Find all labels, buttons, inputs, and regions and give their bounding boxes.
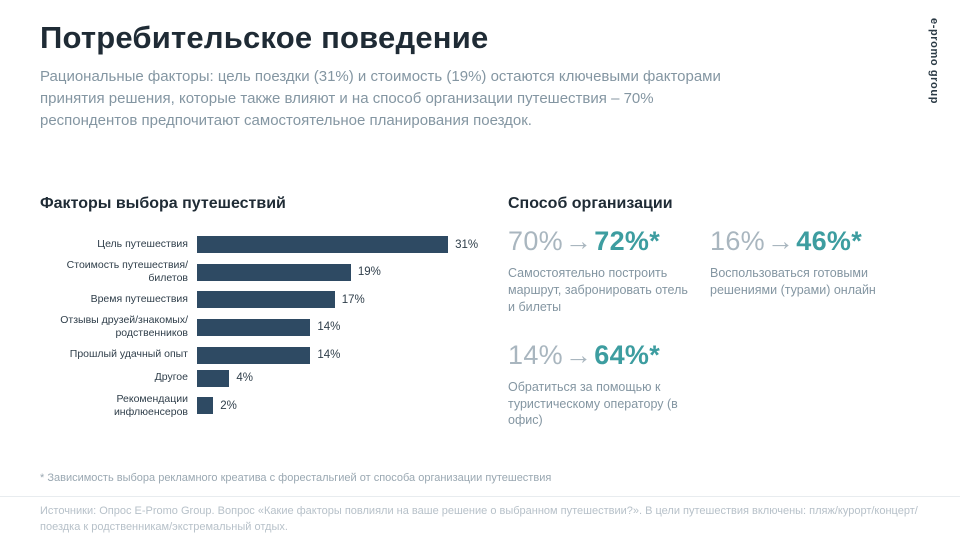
bar-value-label: 2% (220, 399, 237, 412)
page-title: Потребительское поведение (40, 20, 489, 55)
brand-vertical-label: e-promo group (928, 18, 940, 105)
bar (197, 236, 449, 253)
stat-from-value: 70% (508, 226, 563, 256)
stat-block: 70%→72%* Самостоятельно построить маршрут… (508, 226, 710, 316)
bar-value-label: 14% (317, 321, 341, 334)
arrow-right-icon: → (766, 226, 795, 256)
bar (197, 318, 311, 336)
bar-value-label: 14% (317, 349, 341, 361)
stat-block: 16%→46%* Воспользоваться готовыми решения… (710, 226, 938, 316)
stat-from-value: 14% (508, 339, 563, 370)
arrow-right-icon: → (564, 339, 593, 370)
bar-category-label: Отзывы друзей/знакомых/родственников (60, 314, 188, 340)
chart-title: Факторы выбора путешествий (40, 195, 286, 212)
stat-block: 14%→64%* Обратиться за помощью к туристич… (508, 340, 710, 430)
bar-category-label: Прошлый удачный опыт (69, 348, 188, 361)
bar-row: Стоимость путешествия/билетов 19% (40, 259, 480, 285)
bar-category-label: Цель путешествия (97, 237, 188, 250)
stat-to-value: 72%* (594, 226, 661, 256)
bar-value-label: 31% (455, 238, 479, 251)
stat-to-value: 46%* (796, 226, 863, 256)
bar-value-label: 4% (236, 372, 254, 384)
page-subtitle: Рациональные факторы: цель поездки (31%)… (40, 68, 721, 129)
bar-row: Рекомендации инфлюенсеров 2% (40, 393, 480, 419)
stat-from-value: 16% (710, 226, 765, 256)
source-note: Источники: Опрос E-Promo Group. Вопрос «… (40, 505, 918, 533)
stat-caption: Обратиться за помощью к туристическому о… (508, 379, 678, 428)
stat-caption: Воспользоваться готовыми решениями (тура… (710, 266, 876, 297)
bar (197, 369, 230, 387)
bar (197, 263, 351, 281)
bar-row: Отзывы друзей/знакомых/родственников 14% (40, 314, 480, 340)
bar-row: Другое 4% (40, 369, 480, 387)
bar (197, 397, 214, 415)
organization-title: Способ организации (508, 195, 673, 212)
stat-numbers: 70%→72%* (508, 226, 710, 257)
stat-numbers: 14%→64%* (508, 340, 710, 371)
bar-category-label: Рекомендации инфлюенсеров (113, 392, 188, 418)
stat-to-value: 64%* (594, 339, 661, 370)
bar-value-label: 17% (341, 293, 365, 306)
bar-category-label: Время путешествия (90, 293, 188, 306)
divider (0, 496, 960, 497)
bar-row: Цель путешествия 31% (40, 236, 480, 253)
bar-category-label: Стоимость путешествия/билетов (66, 259, 188, 285)
bar-value-label: 19% (357, 266, 381, 279)
footnote: * Зависимость выбора рекламного креатива… (40, 472, 552, 484)
bar-row: Прошлый удачный опыт 14% (40, 346, 480, 364)
organization-stats: 70%→72%* Самостоятельно построить маршрут… (508, 226, 938, 429)
bar-chart: Цель путешествия 31% Стоимость путешествия… (40, 236, 480, 425)
bar-row: Время путешествия 17% (40, 291, 480, 309)
bar (197, 291, 335, 309)
stat-caption: Самостоятельно построить маршрут, заброн… (508, 266, 688, 314)
bar (197, 346, 311, 364)
stat-numbers: 16%→46%* (710, 226, 938, 257)
arrow-right-icon: → (564, 226, 593, 256)
bar-category-label: Другое (154, 371, 188, 384)
